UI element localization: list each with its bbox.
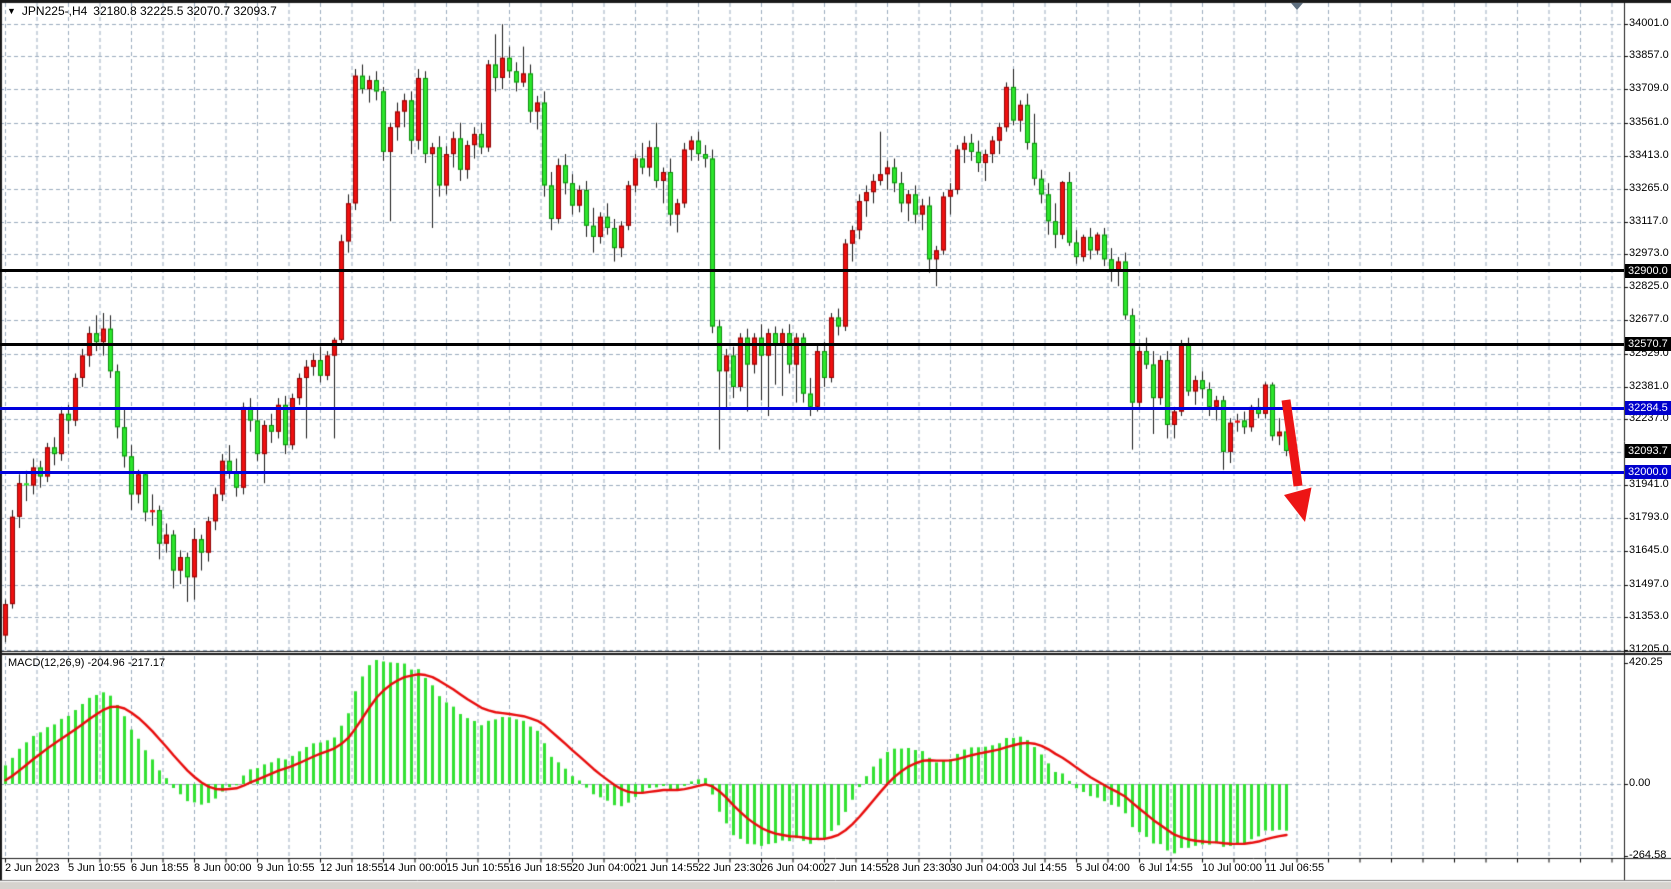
date-tick-label: 27 Jun 14:55: [824, 862, 888, 874]
symbol-period-label: JPN225-,H4: [21, 4, 88, 18]
macd-scale-zero: 0.00: [1629, 777, 1651, 789]
date-tick-label: 11 Jul 06:55: [1265, 862, 1325, 874]
date-tick-label: 22 Jun 23:30: [698, 862, 762, 874]
ohlc-readout: 32180.8 32225.5 32070.7 32093.7: [93, 4, 277, 18]
date-tick-label: 20 Jun 04:00: [572, 862, 636, 874]
price-tick-label: 34001.0: [1629, 17, 1669, 29]
macd-scale-max: 420.25: [1629, 656, 1663, 669]
price-tick-label: 31205.0: [1629, 643, 1669, 655]
price-level-badge: 32000.0: [1625, 465, 1671, 479]
date-tick-label: 6 Jun 18:55: [131, 862, 189, 874]
hline-resistance-32570[interactable]: [0, 342, 1624, 346]
chart-title: ▼ JPN225-,H4 32180.8 32225.5 32070.7 320…: [7, 4, 277, 18]
date-tick-label: 26 Jun 04:00: [761, 862, 825, 874]
price-axis[interactable]: 34001.0 33857.0 33709.0 33561.0 33413.0 33265…: [0, 0, 1671, 655]
hline-resistance-32900[interactable]: [0, 269, 1624, 272]
date-tick-label: 9 Jun 10:55: [257, 862, 315, 874]
macd-indicator-label: MACD(12,26,9) -204.96 -217.17: [8, 657, 166, 669]
date-axis[interactable]: 2 Jun 2023 5 Jun 10:55 6 Jun 18:55 8 Jun 00…: [0, 861, 1671, 879]
price-tick-label: 31941.0: [1629, 478, 1669, 491]
price-tick-label: 33117.0: [1629, 214, 1668, 227]
date-tick-label: 3 Jul 14:55: [1013, 862, 1067, 874]
date-tick-label: 6 Jul 14:55: [1139, 862, 1193, 874]
date-tick-label: 10 Jul 00:00: [1202, 862, 1262, 874]
date-tick-label: 21 Jun 14:55: [635, 862, 699, 874]
date-tick-label: 16 Jun 18:55: [509, 862, 573, 874]
price-tick-label: 32677.0: [1629, 313, 1669, 326]
date-tick-label: 30 Jun 04:00: [950, 862, 1014, 874]
price-level-badge: 32900.0: [1625, 263, 1671, 278]
price-tick-label: 31793.0: [1629, 511, 1669, 524]
price-tick-label: 32381.0: [1629, 379, 1669, 392]
price-tick-label: 31497.0: [1629, 577, 1669, 590]
price-tick-label: 33857.0: [1629, 49, 1669, 62]
price-tick-label: 33561.0: [1629, 115, 1669, 128]
date-tick-label: 12 Jun 18:55: [320, 862, 384, 874]
trend-down-arrow[interactable]: [1272, 394, 1332, 539]
macd-scale-min: -264.58: [1629, 849, 1667, 861]
date-tick-label: 8 Jun 00:00: [194, 862, 252, 874]
price-tick-label: 33265.0: [1629, 181, 1669, 194]
price-tick-label: 31353.0: [1629, 609, 1669, 622]
date-tick-label: 5 Jun 10:55: [68, 862, 126, 874]
hline-support-32000[interactable]: [0, 470, 1624, 474]
price-tick-label: 31645.0: [1629, 544, 1669, 557]
chart-shift-marker-icon[interactable]: [1291, 3, 1303, 10]
date-tick-label: 2 Jun 2023: [5, 862, 60, 874]
price-tick-label: 33413.0: [1629, 148, 1669, 161]
symbol-dropdown-icon[interactable]: ▼: [7, 6, 16, 16]
hline-support-32284[interactable]: [0, 406, 1624, 410]
date-tick-label: 15 Jun 10:55: [446, 862, 510, 874]
date-tick-label: 28 Jun 23:30: [887, 862, 951, 874]
price-tick-label: 32825.0: [1629, 280, 1669, 293]
date-tick-label: 14 Jun 00:00: [383, 862, 447, 874]
price-level-badge: 32284.5: [1625, 401, 1671, 416]
price-tick-label: 33709.0: [1629, 82, 1669, 95]
price-level-badge: 32570.7: [1625, 337, 1671, 352]
price-tick-label: 32973.0: [1629, 247, 1669, 260]
current-price-badge: 32093.7: [1625, 444, 1671, 459]
date-tick-label: 5 Jul 04:00: [1076, 862, 1130, 874]
